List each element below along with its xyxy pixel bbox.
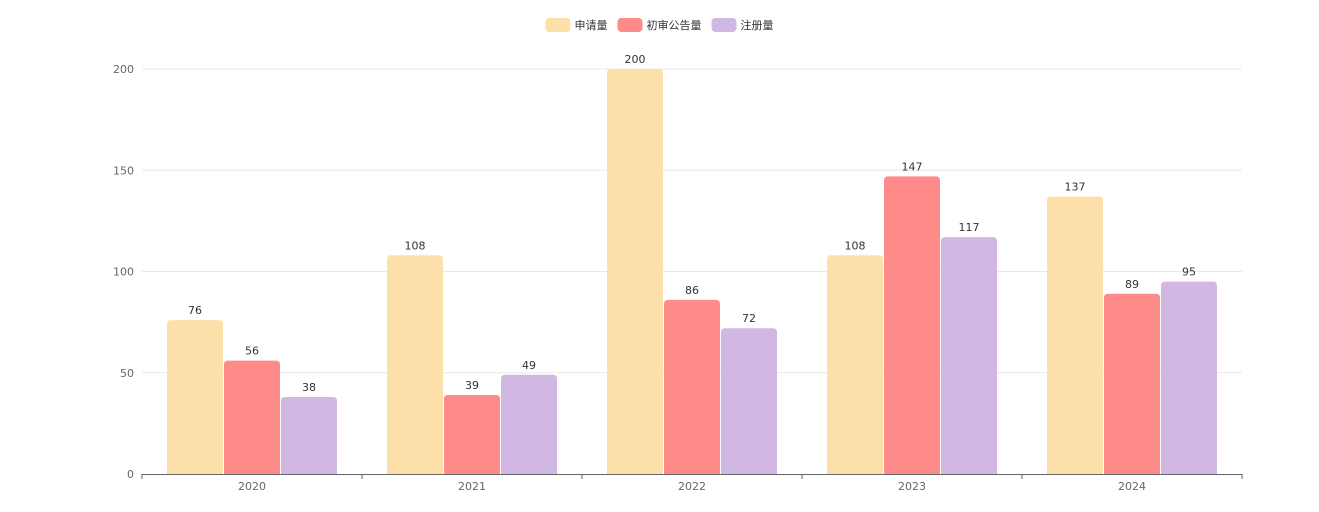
data-label-2022-series-0: 200	[625, 53, 646, 66]
bar-2021-series-0[interactable]	[387, 255, 443, 474]
bar-2023-series-2[interactable]	[941, 237, 997, 474]
data-label-2024-series-0: 137	[1065, 181, 1086, 194]
y-tick-label-100: 100	[113, 266, 134, 279]
bar-2021-series-2[interactable]	[501, 374, 557, 474]
bar-2021-series-1[interactable]	[444, 395, 500, 474]
bar-2020-series-2[interactable]	[281, 397, 337, 474]
y-tick-label-50: 50	[120, 367, 134, 380]
legend-swatch-0	[545, 18, 571, 32]
bar-2024-series-0[interactable]	[1047, 196, 1103, 474]
bar-2020-series-1[interactable]	[224, 360, 280, 474]
bar-2022-series-1[interactable]	[664, 299, 720, 474]
legend-item-0[interactable]: 申请量	[545, 18, 608, 32]
data-labels: 76 56 38 108 39 49 200 86 72 108 147 117 137 89 95	[188, 53, 1196, 394]
data-label-2020-series-1: 56	[245, 345, 259, 358]
data-label-2021-series-2: 49	[522, 359, 536, 372]
x-tick-label-2023: 2023	[898, 480, 926, 493]
legend-item-2[interactable]: 注册量	[711, 18, 774, 32]
y-tick-label-200: 200	[113, 63, 134, 76]
bar-2020-series-0[interactable]	[167, 320, 223, 474]
legend-item-1[interactable]: 初审公告量	[617, 18, 702, 32]
legend-label-2: 注册量	[741, 18, 774, 32]
bar-2024-series-2[interactable]	[1161, 281, 1217, 474]
legend-swatch-1	[617, 18, 643, 32]
data-label-2023-series-0: 108	[845, 239, 866, 252]
bar-2022-series-2[interactable]	[721, 328, 777, 474]
data-label-2021-series-0: 108	[405, 239, 426, 252]
data-label-2022-series-1: 86	[685, 284, 699, 297]
y-tick-label-150: 150	[113, 164, 134, 177]
y-tick-label-0: 0	[127, 468, 134, 481]
x-tick-label-2024: 2024	[1118, 480, 1146, 493]
bar-2023-series-1[interactable]	[884, 176, 940, 474]
data-label-2023-series-2: 117	[959, 221, 980, 234]
axes: 0 50 100 150 200 2020 2021 2022 2023 2024	[113, 63, 1243, 493]
data-label-2023-series-1: 147	[902, 160, 923, 173]
data-label-2022-series-2: 72	[742, 312, 756, 325]
data-label-2024-series-2: 95	[1182, 266, 1196, 279]
x-tick-label-2020: 2020	[238, 480, 266, 493]
x-tick-label-2022: 2022	[678, 480, 706, 493]
legend-swatch-2	[711, 18, 737, 32]
data-label-2021-series-1: 39	[465, 379, 479, 392]
bar-2023-series-0[interactable]	[827, 255, 883, 474]
data-label-2024-series-1: 89	[1125, 278, 1139, 291]
bars	[167, 69, 1217, 474]
legend-label-1: 初审公告量	[647, 18, 702, 32]
bar-2024-series-1[interactable]	[1104, 293, 1160, 474]
data-label-2020-series-0: 76	[188, 304, 202, 317]
legend-label-0: 申请量	[575, 19, 608, 32]
data-label-2020-series-2: 38	[302, 381, 316, 394]
legend: 申请量 初审公告量 注册量	[545, 18, 774, 32]
x-tick-label-2021: 2021	[458, 480, 486, 493]
bar-2022-series-0[interactable]	[607, 69, 663, 474]
